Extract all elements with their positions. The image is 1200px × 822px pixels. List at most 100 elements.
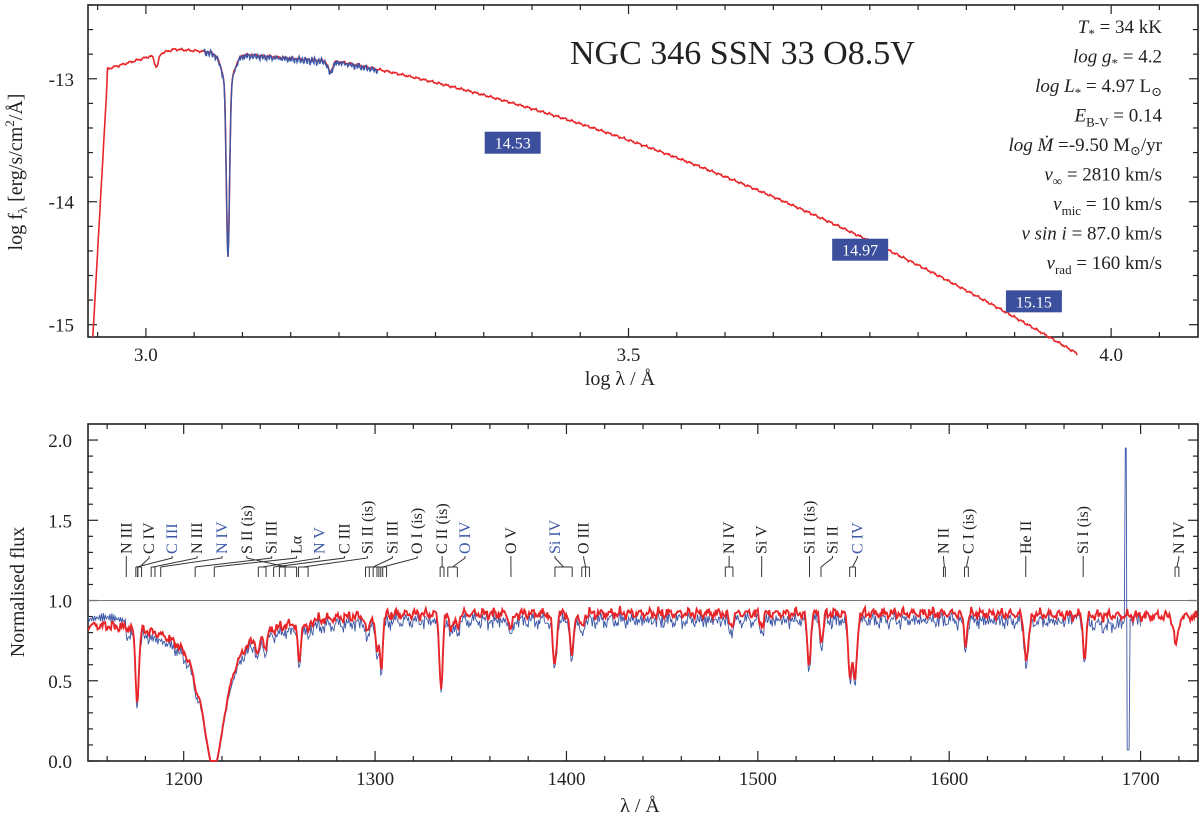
- line-id-label: N V: [312, 527, 329, 554]
- line-id-label: Si II: [825, 526, 842, 554]
- line-id-label: N IV: [1171, 521, 1188, 554]
- spectrum-x-tick-label: 1700: [1122, 769, 1160, 790]
- line-id-label: He II: [1018, 521, 1035, 554]
- line-id-connector: [136, 556, 173, 568]
- line-id-label: Si III: [264, 521, 281, 554]
- sed-y-axis-label: log fλ [erg/s/cm2/Å]: [2, 94, 30, 251]
- spectrum-y-tick-label: 0.5: [48, 672, 72, 693]
- stellar-parameter: vmic = 10 km/s: [1053, 194, 1162, 218]
- photometry-box-label: 14.53: [495, 136, 531, 153]
- sed-ylabel-unit: [erg/s/cm: [5, 126, 27, 202]
- svg-text:log fλ [erg/s/cm2/Å]: log fλ [erg/s/cm2/Å]: [2, 94, 30, 251]
- line-id-connector: [943, 556, 945, 568]
- line-id-label: N IV: [721, 521, 738, 554]
- line-id-label: Si II (is): [359, 501, 376, 554]
- spectrum-y-tick-label: 2.0: [48, 431, 72, 452]
- line-id-connector: [820, 556, 833, 568]
- line-id-label: C IV: [141, 522, 158, 554]
- line-id-label: C I (is): [960, 509, 977, 554]
- sed-panel: 3.0 3.5 4.0 -13 -14 -15 14.53 14.97 15.15 NGC 3…: [2, 4, 1199, 390]
- observed-spectrum-curve: [87, 447, 1142, 762]
- spectrum-axes: 1200 1300 1400 1500 1600 1700 0.0 0.5 1.0 1.5 2.0: [48, 424, 1198, 790]
- line-id-label: C IV: [849, 522, 866, 554]
- sed-x-axis-label: log λ / Å: [585, 368, 656, 390]
- line-id-label: N II: [936, 528, 953, 554]
- line-id-connector: [372, 556, 393, 568]
- line-id-label: N III: [189, 522, 206, 554]
- sed-y-tick-label: -13: [49, 70, 74, 91]
- stellar-parameter: vrad = 160 km/s: [1047, 253, 1162, 277]
- line-id-label: C III: [336, 523, 353, 554]
- line-id-label: C II (is): [434, 503, 451, 554]
- line-id-label: O III: [576, 522, 593, 554]
- spectrum-y-axis-label: Normalised flux: [7, 527, 29, 658]
- spectrum-x-axis-label: λ / Å: [620, 795, 660, 817]
- line-identifications: N III C IV C III N III N IV S II (is) Si III Lα…: [118, 501, 1188, 577]
- sed-model-curve: [92, 47, 1078, 356]
- spectrum-x-tick-label: 1500: [739, 769, 777, 790]
- line-id-connector: [554, 556, 564, 568]
- stellar-parameter: EB-V = 0.14: [1074, 106, 1163, 130]
- line-id-connector: [382, 556, 418, 568]
- spectrum-plot-frame: [87, 423, 1199, 762]
- spectrum-x-tick-label: 1300: [356, 769, 394, 790]
- sed-y-tick-label: -14: [49, 193, 75, 214]
- line-id-connector: [139, 556, 150, 568]
- stellar-parameter: log L* = 4.97 L⊙: [1035, 76, 1162, 100]
- photometry-boxes: 14.53 14.97 15.15: [484, 131, 1062, 313]
- line-id-label: S II (is): [239, 505, 256, 554]
- sed-axes: 3.0 3.5 4.0 -13 -14 -15: [49, 4, 1198, 366]
- photometry-box-label: 14.97: [842, 243, 878, 260]
- line-id-connector: [303, 556, 368, 568]
- stellar-parameter: log Ṁ =-9.50 M⊙/yr: [1008, 135, 1162, 158]
- line-id-connector: [1176, 556, 1180, 568]
- line-id-connector: [246, 556, 288, 568]
- line-id-label: N IV: [214, 521, 231, 554]
- star-title: NGC 346 SSN 33 O8.5V: [570, 35, 915, 72]
- spectrum-y-tick-label: 1.5: [48, 511, 72, 532]
- stellar-parameter: v sin i = 87.0 km/s: [1021, 224, 1162, 245]
- sed-ylabel-main: log f: [5, 213, 27, 251]
- line-id-label: Si I (is): [1075, 506, 1092, 554]
- line-id-connector: [214, 556, 298, 568]
- line-id-label: Si III: [384, 521, 401, 554]
- line-id-connector: [965, 556, 969, 568]
- line-id-connector: [160, 556, 223, 568]
- photometry-box-label: 15.15: [1016, 294, 1052, 311]
- sed-x-tick-label: 3.5: [617, 345, 641, 366]
- stellar-parameter: log g* = 4.2: [1073, 47, 1162, 71]
- line-id-connector: [152, 556, 198, 568]
- line-id-label: N III: [118, 522, 135, 554]
- sed-ylabel-unit-end: /Å]: [5, 94, 27, 121]
- sed-x-tick-label: 3.0: [134, 345, 158, 366]
- sed-y-tick-label: -15: [49, 316, 74, 337]
- line-id-label: C III: [164, 523, 181, 554]
- line-id-label: O V: [503, 527, 520, 554]
- line-id-label: Si II (is): [802, 501, 819, 554]
- line-id-connector: [262, 556, 321, 568]
- stellar-parameter: v∞ = 2810 km/s: [1044, 165, 1162, 189]
- stellar-parameters: T* = 34 kK log g* = 4.2 log L* = 4.97 L⊙ EB…: [1008, 17, 1162, 277]
- line-id-label: O I (is): [409, 508, 426, 554]
- spectrum-x-tick-label: 1400: [547, 769, 585, 790]
- photometry-box: [1005, 290, 1062, 313]
- line-id-label: O IV: [457, 521, 474, 554]
- spectrum-y-tick-label: 1.0: [48, 592, 72, 613]
- sed-observed-uv-curve: [203, 48, 379, 258]
- sed-ylabel-unit-sup: 2: [2, 120, 17, 127]
- sed-plot-frame: [87, 4, 1199, 338]
- line-id-connector: [195, 556, 273, 568]
- line-id-label: Si V: [754, 525, 771, 554]
- line-id-connector: [852, 556, 858, 568]
- sed-x-tick-label: 4.0: [1099, 345, 1123, 366]
- stellar-parameter: T* = 34 kK: [1078, 17, 1163, 41]
- spectrum-x-tick-label: 1200: [165, 769, 203, 790]
- photometry-box: [484, 131, 541, 154]
- line-id-label: Lα: [289, 535, 306, 554]
- line-id-connector: [583, 556, 587, 568]
- spectrum-x-tick-label: 1600: [930, 769, 968, 790]
- sed-ylabel-sub: λ: [15, 206, 30, 213]
- model-spectrum-curve: [87, 604, 1199, 762]
- line-id-connector: [273, 556, 345, 568]
